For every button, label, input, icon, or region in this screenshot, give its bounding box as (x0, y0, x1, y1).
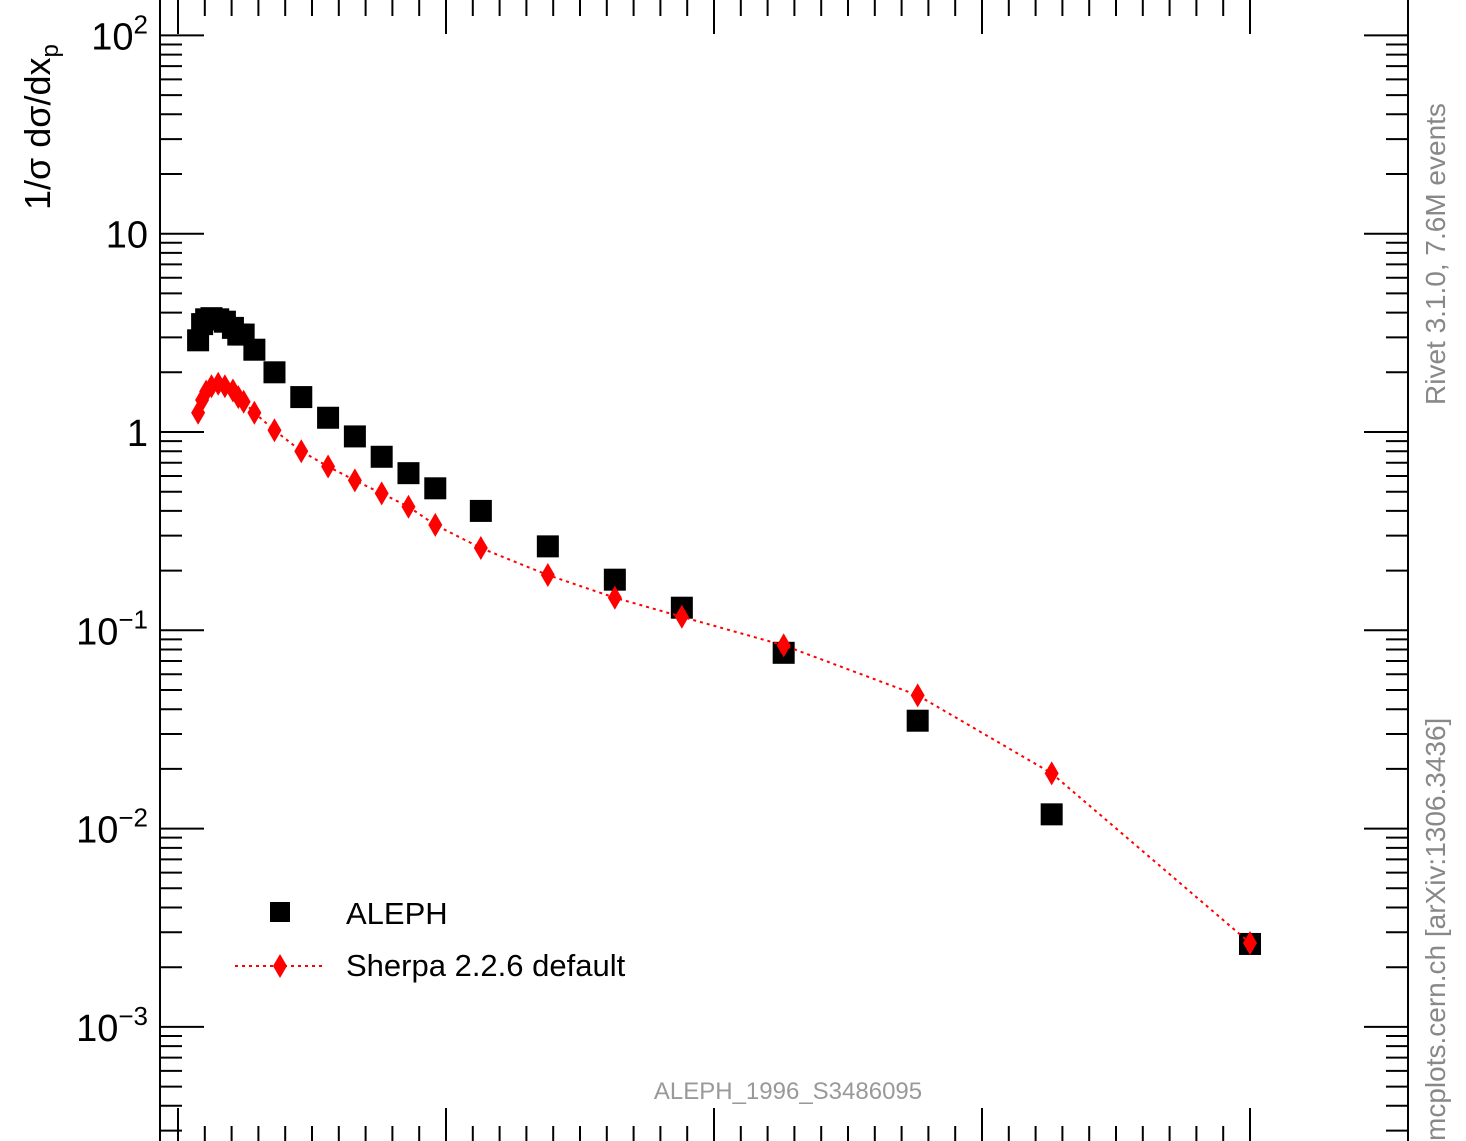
data-point-sherpa (1243, 930, 1257, 955)
side-label-bottom-text: mcplots.cern.ch [arXiv:1306.3436] (1420, 718, 1451, 1141)
data-point-sherpa (910, 683, 925, 708)
y-tick-label: 1 (127, 413, 148, 455)
data-point-sherpa (267, 418, 282, 443)
data-point-sherpa (294, 439, 309, 464)
data-point-aleph (263, 361, 286, 384)
analysis-label: ALEPH_1996_S3486095 (654, 1078, 922, 1105)
data-point-aleph (317, 406, 340, 429)
data-point-aleph (536, 535, 559, 558)
side-label-top-text: Rivet 3.1.0, 7.6M events (1420, 103, 1451, 405)
data-point-sherpa (607, 585, 622, 610)
data-point-sherpa (674, 604, 689, 629)
side-label-bottom: mcplots.cern.ch [arXiv:1306.3436] (1420, 718, 1451, 1141)
data-point-aleph (243, 338, 266, 361)
y-axis-label: 1/σ dσ/dxp (17, 44, 64, 210)
y-tick-label: 10 (106, 215, 148, 257)
data-point-sherpa (247, 400, 262, 425)
y-tick-label: 102 (91, 9, 148, 58)
data-point-sherpa (347, 468, 362, 493)
legend: ALEPH Sherpa 2.2.6 default (235, 896, 626, 983)
data-point-sherpa (428, 512, 443, 537)
data-point-sherpa (776, 633, 791, 658)
data-point-aleph (603, 568, 626, 591)
legend-marker-aleph (270, 902, 290, 922)
data-point-sherpa (473, 536, 488, 561)
data-point-sherpa (1044, 761, 1059, 786)
y-axis-label-text: 1/σ dσ/dxp (17, 44, 64, 210)
series-layer (187, 307, 1261, 955)
plot-frame (159, 0, 1409, 1141)
y-tick-label: 10−1 (76, 604, 148, 653)
data-point-aleph (424, 477, 447, 500)
data-point-aleph (370, 445, 393, 468)
data-point-aleph (397, 462, 420, 485)
data-point-aleph (343, 425, 366, 448)
y-tick-label: 10−2 (76, 803, 148, 852)
data-point-sherpa (236, 389, 251, 414)
data-point-aleph (290, 386, 313, 409)
legend-marker-sherpa (273, 954, 287, 978)
legend-label-sherpa: Sherpa 2.2.6 default (346, 948, 626, 983)
series-line-1 (197, 382, 1251, 944)
y-tick-labels: 102 10 1 10−1 10−2 10−3 (76, 9, 148, 1050)
data-point-sherpa (321, 454, 336, 479)
legend-label-aleph: ALEPH (346, 896, 448, 931)
data-point-sherpa (540, 563, 555, 588)
axes-ticks (160, 0, 1408, 1141)
data-point-aleph (469, 499, 492, 522)
data-point-aleph (906, 709, 929, 732)
side-label-top: Rivet 3.1.0, 7.6M events (1420, 103, 1451, 405)
data-point-sherpa (374, 481, 389, 506)
y-tick-label: 10−3 (76, 1001, 148, 1050)
data-point-sherpa (401, 494, 416, 519)
data-point-aleph (1040, 803, 1063, 826)
